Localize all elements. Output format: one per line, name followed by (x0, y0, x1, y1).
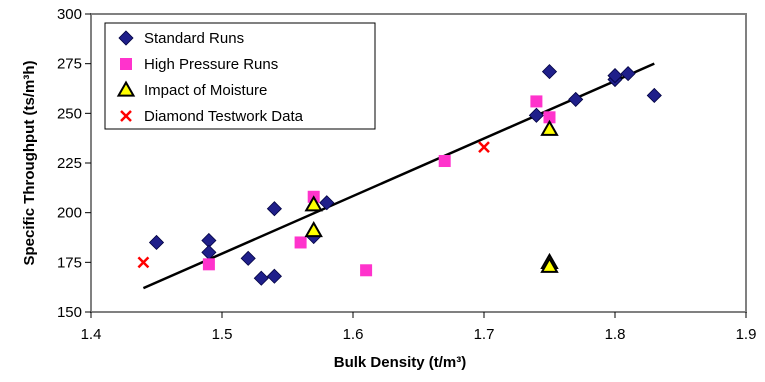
high-pressure-runs-point (294, 236, 307, 249)
x-axis-ticks: 1.4 1.5 1.6 1.7 1.8 1.9 (81, 312, 757, 343)
x-tick-label: 1.7 (474, 326, 495, 343)
standard-runs-point (266, 201, 282, 217)
standard-runs-point (253, 270, 269, 286)
standard-runs-point (568, 91, 584, 107)
standard-runs-point (620, 66, 636, 82)
standard-runs-point (148, 234, 165, 251)
standard-runs-point (607, 68, 623, 84)
x-axis-title: Bulk Density (t/m³) (334, 354, 467, 371)
y-tick-label: 275 (57, 56, 82, 73)
impact-of-moisture-point (304, 195, 323, 212)
high-pressure-runs-point (202, 258, 215, 271)
standard-runs-point (266, 268, 282, 284)
legend-standard-runs-marker (118, 30, 134, 46)
impact-of-moisture-point (540, 256, 559, 273)
legend-high-pressure-runs-label: High Pressure Runs (144, 56, 278, 73)
data-points-layer (137, 64, 662, 286)
standard-runs-point (541, 64, 558, 80)
legend-standard-runs-label: Standard Runs (144, 30, 244, 47)
legend-diamond-testwork-data-marker (120, 110, 132, 122)
high-pressure-runs-point (360, 264, 373, 277)
y-axis-ticks: 150 175 200 225 250 275 300 (57, 6, 91, 321)
x-tick-label: 1.8 (605, 326, 626, 343)
diamond-testwork-data-point (137, 256, 150, 269)
impact-of-moisture-point (540, 119, 559, 136)
trendline (142, 62, 655, 290)
y-tick-label: 200 (57, 205, 82, 222)
y-tick-label: 225 (57, 155, 82, 172)
diamond-testwork-data-point (478, 141, 490, 153)
legend-box (104, 22, 376, 130)
x-tick-label: 1.6 (343, 326, 364, 343)
legend: Standard Runs High Pressure Runs Impact of… (104, 22, 376, 130)
standard-runs-point (319, 195, 335, 211)
legend-high-pressure-runs-marker (120, 58, 132, 70)
high-pressure-runs-point (543, 111, 556, 124)
y-tick-label: 175 (57, 254, 82, 271)
high-pressure-runs-point (530, 95, 543, 108)
y-tick-label: 250 (57, 105, 82, 122)
impact-of-moisture-point (304, 221, 323, 238)
legend-impact-of-moisture-label: Impact of Moisture (144, 82, 267, 99)
standard-runs-point (528, 107, 544, 123)
y-tick-label: 300 (57, 6, 82, 23)
x-tick-label: 1.4 (81, 326, 102, 343)
high-pressure-runs-point (438, 155, 451, 168)
standard-runs-point (646, 87, 662, 104)
y-tick-label: 150 (57, 304, 82, 321)
standard-runs-point (240, 250, 256, 266)
y-axis-title: Specific Throughput (ts/m³h) (21, 61, 38, 266)
x-tick-label: 1.9 (736, 326, 757, 343)
legend-diamond-testwork-data-label: Diamond Testwork Data (144, 108, 304, 125)
x-tick-label: 1.5 (212, 326, 233, 343)
legend-impact-of-moisture-marker (116, 80, 136, 97)
trendline-layer (142, 62, 655, 290)
